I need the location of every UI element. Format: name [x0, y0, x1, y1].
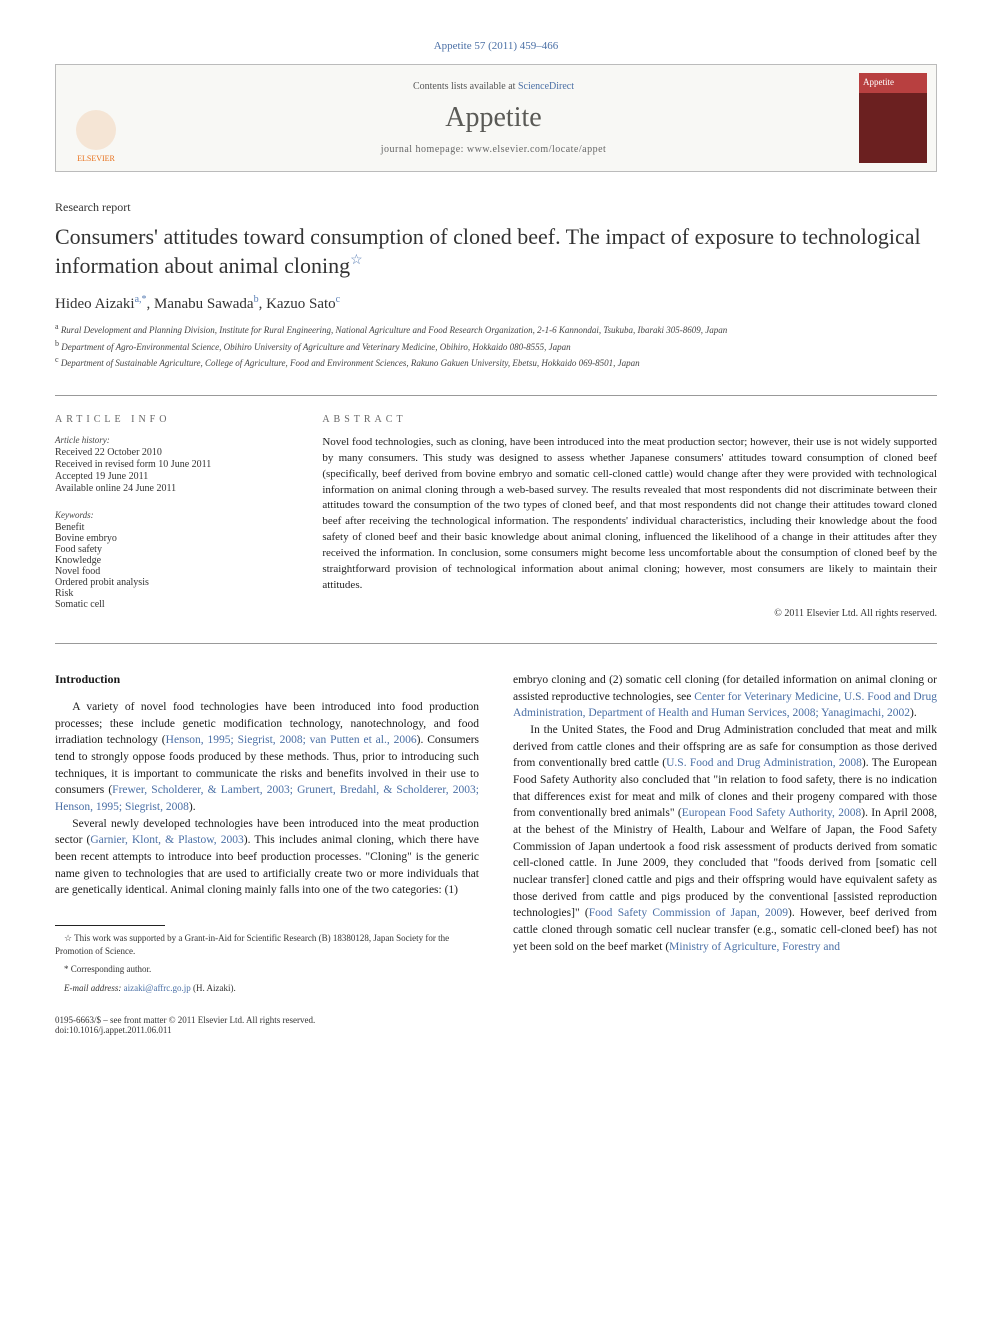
journal-citation: Appetite 57 (2011) 459–466: [55, 40, 937, 52]
header-center: Contents lists available at ScienceDirec…: [136, 65, 851, 171]
keyword-item: Bovine embryo: [55, 533, 282, 544]
keyword-item: Food safety: [55, 544, 282, 555]
body-column-right: embryo cloning and (2) somatic cell clon…: [513, 672, 937, 1034]
history-line: Received 22 October 2010: [55, 447, 282, 458]
footnote-email: E-mail address: aizaki@affrc.go.jp (H. A…: [55, 982, 479, 995]
body-two-columns: Introduction A variety of novel food tec…: [55, 672, 937, 1034]
intro-paragraph-3: embryo cloning and (2) somatic cell clon…: [513, 672, 937, 722]
p3-text-b: ).: [910, 707, 917, 719]
abstract-heading: ABSTRACT: [322, 414, 937, 425]
keyword-item: Somatic cell: [55, 599, 282, 610]
abstract-column: ABSTRACT Novel food technologies, such a…: [322, 414, 937, 619]
citation-link[interactable]: European Food Safety Authority, 2008: [682, 807, 862, 819]
affiliation-a: a Rural Development and Planning Divisio…: [55, 321, 937, 338]
footnote-corresponding: * Corresponding author.: [55, 963, 479, 976]
email-link[interactable]: aizaki@affrc.go.jp: [124, 983, 191, 993]
email-tail: (H. Aizaki).: [191, 983, 236, 993]
title-footnote-star: ☆: [350, 253, 363, 268]
affiliation-c: c Department of Sustainable Agriculture,…: [55, 354, 937, 371]
history-label: Article history:: [55, 435, 282, 445]
article-info-heading: ARTICLE INFO: [55, 414, 282, 425]
elsevier-logo: ELSEVIER: [66, 93, 126, 163]
authors-line: Hideo Aizakia,*, Manabu Sawadab, Kazuo S…: [55, 294, 937, 313]
article-title: Consumers' attitudes toward consumption …: [55, 223, 937, 280]
citation-link[interactable]: Garnier, Klont, & Plastow, 2003: [90, 834, 243, 846]
abstract-text: Novel food technologies, such as cloning…: [322, 435, 937, 594]
author-3[interactable]: Kazuo Satoc: [266, 296, 340, 312]
footnote-star-icon: ☆: [64, 933, 72, 943]
keyword-item: Ordered probit analysis: [55, 577, 282, 588]
affiliation-b-text: Department of Agro-Environmental Science…: [61, 342, 570, 352]
citation-link[interactable]: Food Safety Commission of Japan, 2009: [589, 907, 788, 919]
keyword-item: Risk: [55, 588, 282, 599]
citation-link[interactable]: U.S. Food and Drug Administration, 2008: [666, 757, 862, 769]
footnote-corresponding-text: Corresponding author.: [69, 964, 152, 974]
title-text: Consumers' attitudes toward consumption …: [55, 224, 921, 278]
journal-name: Appetite: [136, 102, 851, 134]
cover-title: Appetite: [863, 77, 894, 87]
contents-available-line: Contents lists available at ScienceDirec…: [136, 81, 851, 92]
author-1[interactable]: Hideo Aizakia,*: [55, 296, 147, 312]
sciencedirect-link[interactable]: ScienceDirect: [518, 81, 574, 92]
abstract-copyright: © 2011 Elsevier Ltd. All rights reserved…: [322, 608, 937, 619]
affiliation-c-text: Department of Sustainable Agriculture, C…: [61, 358, 640, 368]
contents-prefix: Contents lists available at: [413, 81, 518, 92]
p4-text-e: ). In April 2008, at the behest of the M…: [513, 807, 937, 919]
article-type: Research report: [55, 200, 937, 215]
author-2[interactable]: Manabu Sawadab: [154, 296, 259, 312]
history-line: Available online 24 June 2011: [55, 483, 282, 494]
intro-paragraph-4: In the United States, the Food and Drug …: [513, 722, 937, 955]
journal-homepage-line: journal homepage: www.elsevier.com/locat…: [136, 144, 851, 155]
doi-line: doi:10.1016/j.appet.2011.06.011: [55, 1025, 479, 1035]
elsevier-tree-icon: [76, 110, 116, 150]
author-1-name: Hideo Aizaki: [55, 296, 135, 312]
history-line: Accepted 19 June 2011: [55, 471, 282, 482]
author-3-name: Kazuo Sato: [266, 296, 336, 312]
homepage-prefix: journal homepage:: [381, 144, 467, 155]
affiliation-b: b Department of Agro-Environmental Scien…: [55, 338, 937, 355]
intro-paragraph-1: A variety of novel food technologies hav…: [55, 699, 479, 816]
affiliation-a-text: Rural Development and Planning Division,…: [61, 325, 727, 335]
author-3-sup: c: [336, 294, 340, 305]
citation-link[interactable]: Henson, 1995; Siegrist, 2008; van Putten…: [166, 734, 417, 746]
homepage-url[interactable]: www.elsevier.com/locate/appet: [467, 144, 606, 155]
affiliations: a Rural Development and Planning Divisio…: [55, 321, 937, 371]
article-info-column: ARTICLE INFO Article history: Received 2…: [55, 414, 282, 619]
footnote-separator: [55, 925, 165, 926]
journal-header-banner: ELSEVIER Contents lists available at Sci…: [55, 64, 937, 172]
article-info-row: ARTICLE INFO Article history: Received 2…: [55, 395, 937, 644]
email-label: E-mail address:: [64, 983, 124, 993]
keywords-label: Keywords:: [55, 510, 282, 520]
keyword-item: Knowledge: [55, 555, 282, 566]
publisher-logo-cell: ELSEVIER: [56, 65, 136, 171]
p1-text-e: ).: [189, 801, 196, 813]
footnote-funding-text: This work was supported by a Grant-in-Ai…: [55, 933, 449, 956]
elsevier-logo-text: ELSEVIER: [77, 154, 115, 163]
front-matter-line: 0195-6663/$ – see front matter © 2011 El…: [55, 1015, 479, 1025]
keyword-item: Novel food: [55, 566, 282, 577]
cover-thumb-cell: Appetite: [851, 65, 936, 171]
citation-link[interactable]: Frewer, Scholderer, & Lambert, 2003; Gru…: [55, 784, 479, 813]
citation-link[interactable]: Ministry of Agriculture, Forestry and: [669, 941, 840, 953]
footnote-funding: ☆ This work was supported by a Grant-in-…: [55, 932, 479, 957]
introduction-heading: Introduction: [55, 672, 479, 687]
intro-paragraph-2: Several newly developed technologies hav…: [55, 816, 479, 899]
journal-cover-thumb: Appetite: [859, 73, 927, 163]
author-2-name: Manabu Sawada: [154, 296, 254, 312]
body-column-left: Introduction A variety of novel food tec…: [55, 672, 479, 1034]
keyword-item: Benefit: [55, 522, 282, 533]
author-1-sup: a,*: [135, 294, 147, 305]
author-2-sup: b: [254, 294, 259, 305]
copyright-footer: 0195-6663/$ – see front matter © 2011 El…: [55, 1015, 479, 1035]
history-line: Received in revised form 10 June 2011: [55, 459, 282, 470]
